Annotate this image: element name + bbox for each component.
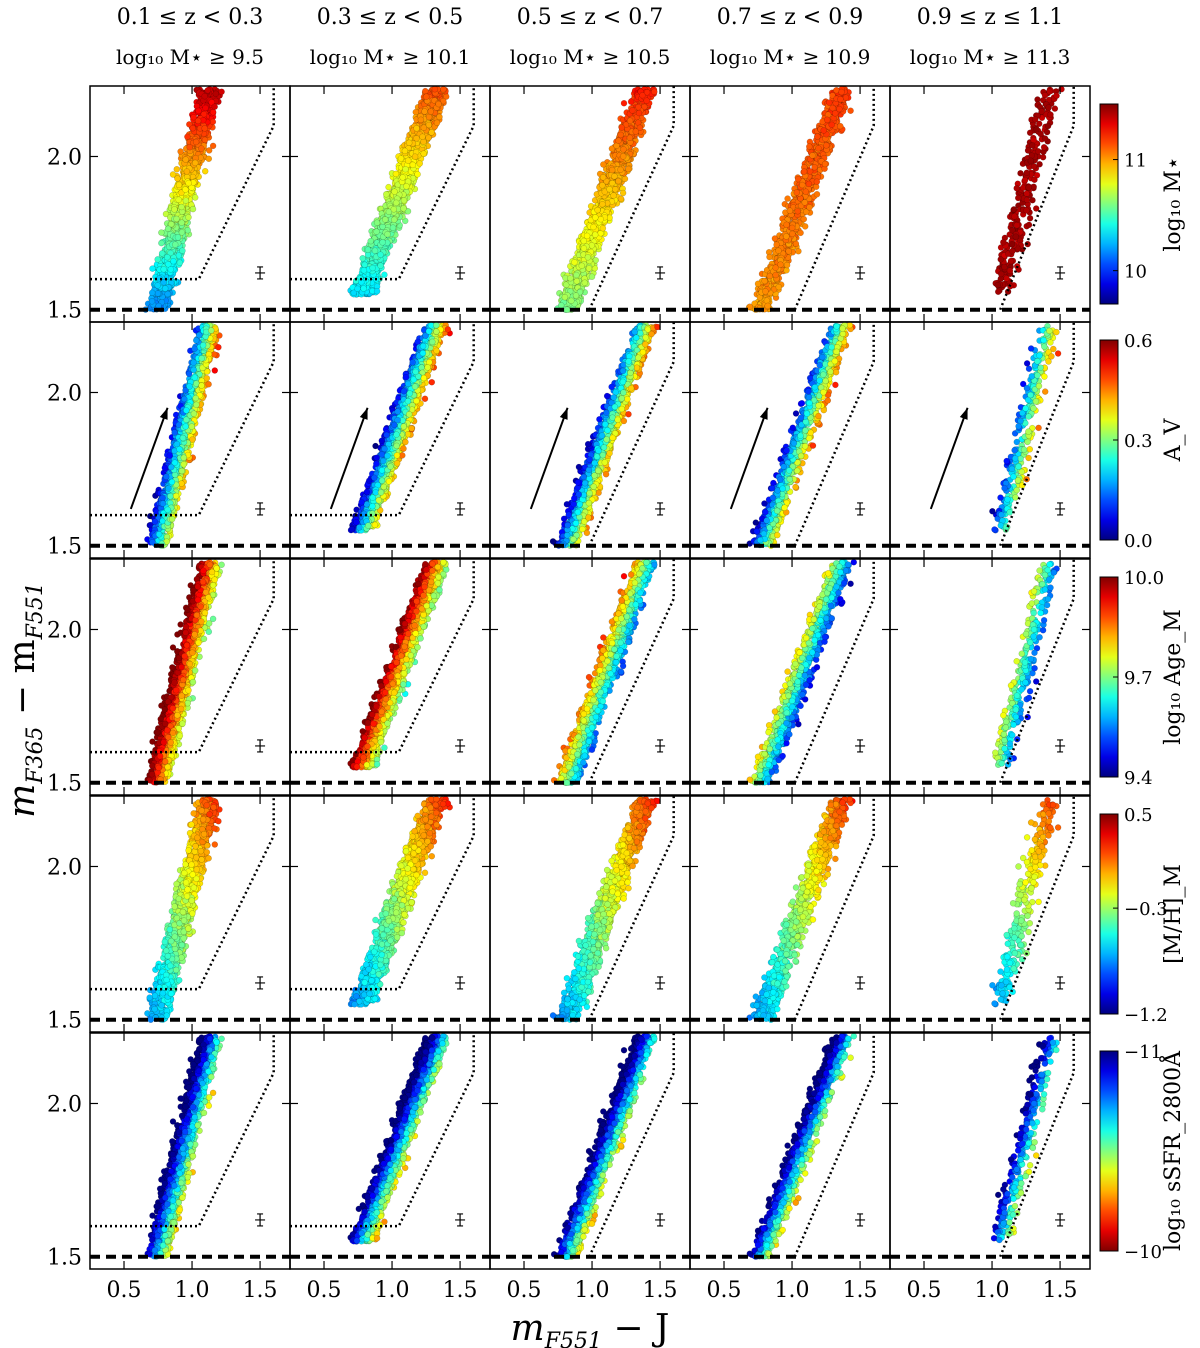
data-point: [179, 229, 185, 235]
data-point: [183, 198, 189, 204]
data-point: [179, 204, 185, 210]
error-bar: [255, 267, 265, 279]
data-point: [422, 88, 428, 94]
data-point: [155, 290, 161, 296]
data-point: [190, 206, 196, 212]
data-point: [192, 160, 198, 166]
data-point: [179, 248, 185, 254]
panel: 1.5 2.0: [47, 86, 290, 324]
column-mass-label: log₁₀ M⋆ ≥ 11.3: [910, 45, 1071, 69]
column-redshift-label: 0.7 ≤ z < 0.9: [717, 5, 863, 30]
data-point: [386, 184, 392, 190]
column-redshift-label: 0.3 ≤ z < 0.5: [317, 5, 463, 30]
data-point: [206, 156, 212, 162]
data-point: [210, 109, 216, 115]
data-point: [205, 87, 211, 93]
data-point: [202, 125, 208, 131]
data-point: [158, 240, 164, 246]
column-mass-label: log₁₀ M⋆ ≥ 9.5: [116, 45, 264, 69]
data-point: [149, 298, 155, 304]
data-point: [193, 139, 199, 145]
data-point: [190, 125, 196, 131]
data-point: [184, 169, 190, 175]
data-point: [186, 180, 192, 186]
data-point: [203, 105, 209, 111]
data-point: [168, 266, 174, 272]
data-point: [178, 149, 184, 155]
data-point: [174, 176, 180, 182]
data-point: [213, 91, 219, 97]
data-point: [174, 166, 180, 172]
data-point: [195, 118, 201, 124]
data-point: [175, 234, 181, 240]
y-tick-label: 2.0: [47, 145, 82, 170]
data-point: [202, 168, 208, 174]
data-point: [202, 93, 208, 99]
data-point: [176, 197, 182, 203]
data-point: [158, 230, 164, 236]
data-point: [206, 147, 212, 153]
scatter-panels: 1.52.01.52.01.52.01.52.00.5 1.0 1.51.52.00…: [47, 86, 1090, 1303]
data-point: [182, 187, 188, 193]
data-point: [165, 291, 171, 297]
data-point: [155, 282, 161, 288]
column-mass-label: log₁₀ M⋆ ≥ 10.5: [510, 45, 671, 69]
column-titles: 0.1 ≤ z < 0.3 log₁₀ M⋆ ≥ 9.5 0.3 ≤ z < 0.5…: [116, 5, 1070, 69]
data-point: [177, 260, 183, 266]
data-point: [159, 250, 165, 256]
data-point: [196, 108, 202, 114]
y-tick-label: 1.5: [47, 299, 82, 324]
data-point: [164, 254, 170, 260]
data-point: [210, 119, 216, 125]
data-point: [174, 216, 180, 222]
data-point: [187, 144, 193, 150]
data-point: [161, 266, 167, 272]
data-point: [186, 214, 192, 220]
data-point: [219, 89, 225, 95]
data-point: [171, 206, 177, 212]
data-point: [176, 182, 182, 188]
data-point: [179, 220, 185, 226]
data-point: [155, 256, 161, 262]
column-redshift-label: 0.5 ≤ z < 0.7: [517, 5, 663, 30]
data-point: [192, 195, 198, 201]
panel: [290, 86, 490, 322]
data-point: [150, 266, 156, 272]
data-point: [202, 137, 208, 143]
data-point: [212, 104, 218, 110]
data-point: [170, 258, 176, 264]
data-point: [198, 146, 204, 152]
column-mass-label: log₁₀ M⋆ ≥ 10.9: [710, 45, 871, 69]
data-point: [149, 290, 155, 296]
column-redshift-label: 0.9 ≤ z ≤ 1.1: [917, 5, 1063, 30]
data-point: [165, 226, 171, 232]
data-point: [183, 157, 189, 163]
column-mass-label: log₁₀ M⋆ ≥ 10.1: [310, 45, 471, 69]
column-redshift-label: 0.1 ≤ z < 0.3: [117, 5, 263, 30]
data-point: [162, 286, 168, 292]
data-point: [185, 227, 191, 233]
data-point: [172, 242, 178, 248]
